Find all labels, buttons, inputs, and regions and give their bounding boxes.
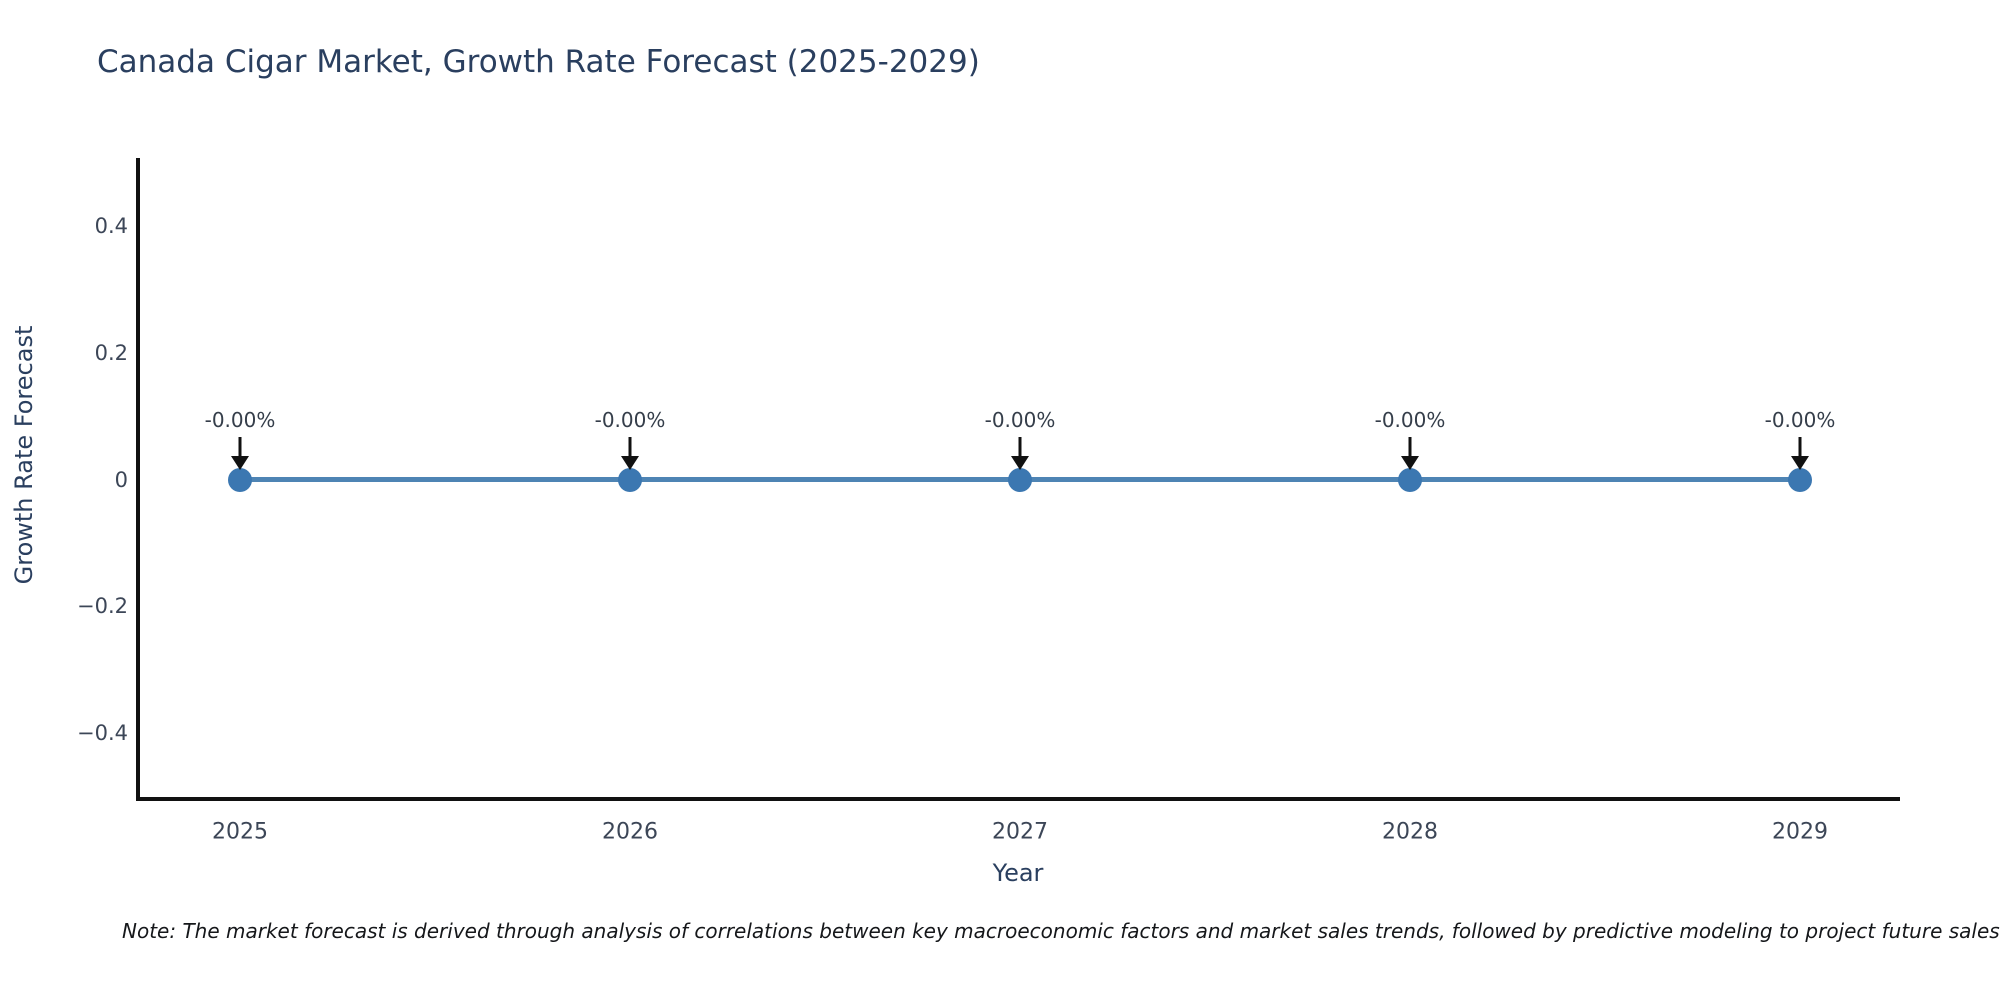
- x-tick-label: 2028: [1382, 819, 1438, 845]
- annotation-arrow-shaft: [1018, 436, 1022, 458]
- annotation-arrow-shaft: [238, 436, 242, 458]
- y-tick-label: 0.2: [94, 340, 128, 365]
- x-tick-label: 2025: [212, 819, 268, 845]
- x-axis-line: [136, 797, 1900, 801]
- annotation-arrow-shaft: [1798, 436, 1802, 458]
- y-tick-label: 0: [114, 467, 128, 492]
- x-tick-label: 2026: [602, 819, 658, 845]
- annotation-arrowhead-icon: [1791, 455, 1809, 470]
- footnote: Note: The market forecast is derived thr…: [122, 919, 2000, 943]
- y-tick-label: 0.4: [94, 214, 128, 239]
- x-axis-title: Year: [992, 859, 1044, 887]
- chart-title: Canada Cigar Market, Growth Rate Forecas…: [97, 44, 980, 80]
- x-tick-label: 2029: [1772, 819, 1828, 845]
- data-point-marker: [1398, 467, 1422, 492]
- data-point-label: -0.00%: [1374, 407, 1446, 432]
- data-point-label: -0.00%: [204, 407, 276, 432]
- data-point-label: -0.00%: [984, 407, 1056, 432]
- data-point-marker: [1788, 467, 1812, 492]
- data-point-marker: [228, 467, 252, 492]
- annotation-arrowhead-icon: [621, 455, 639, 470]
- data-point-label: -0.00%: [1764, 407, 1836, 432]
- y-axis-line: [136, 158, 140, 801]
- annotation-arrowhead-icon: [1011, 455, 1029, 470]
- y-tick-label: −0.2: [77, 594, 128, 619]
- data-point-marker: [618, 467, 642, 492]
- annotation-arrow-shaft: [1408, 436, 1412, 458]
- x-tick-label: 2027: [992, 819, 1048, 845]
- annotation-arrow-shaft: [628, 436, 632, 458]
- y-tick-label: −0.4: [77, 720, 128, 745]
- annotation-arrowhead-icon: [231, 455, 249, 470]
- data-point-label: -0.00%: [594, 407, 666, 432]
- annotation-arrowhead-icon: [1401, 455, 1419, 470]
- data-point-marker: [1008, 467, 1032, 492]
